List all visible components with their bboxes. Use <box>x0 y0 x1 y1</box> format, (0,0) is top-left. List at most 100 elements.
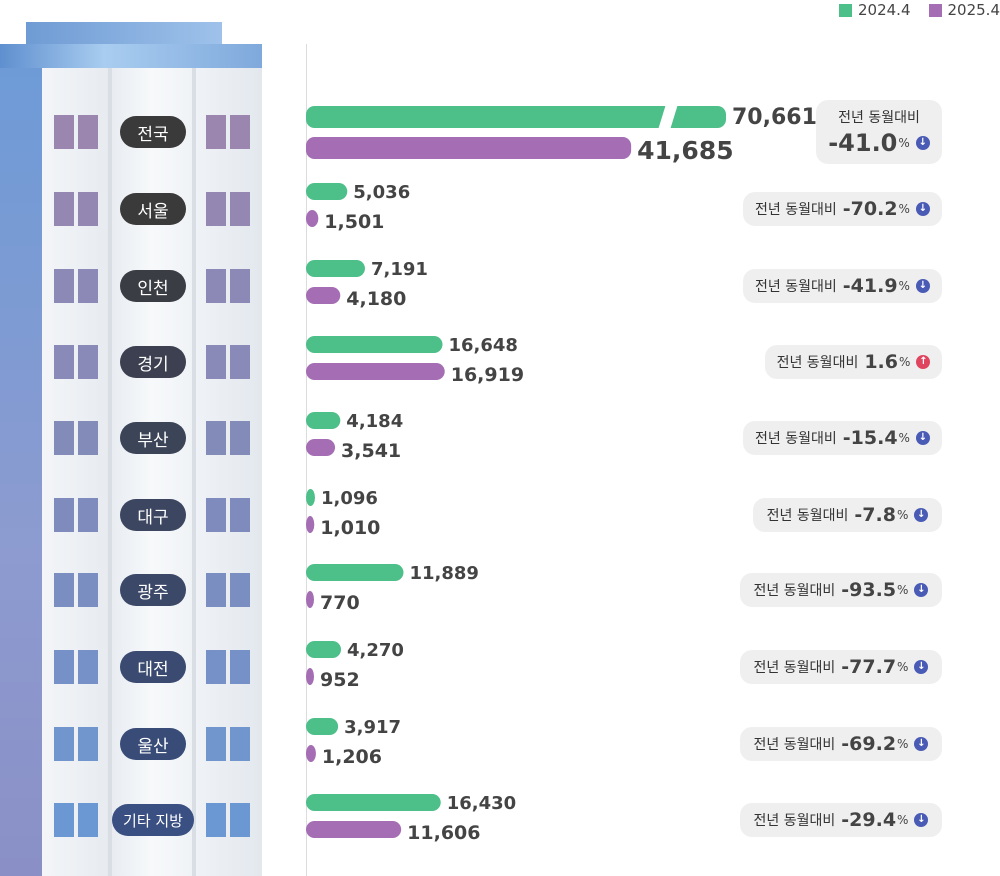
badge-value: -7.8% ↓ <box>854 504 929 526</box>
badge-label: 전년 동월대비 <box>838 110 920 126</box>
badge-percent: -69.2 <box>841 733 897 755</box>
bar-2024-7 <box>306 564 404 581</box>
window-9-4 <box>230 727 250 761</box>
window-3-1 <box>54 269 74 303</box>
window-8-3 <box>206 650 226 684</box>
window-9-3 <box>206 727 226 761</box>
window-2-1 <box>54 192 74 226</box>
window-4-1 <box>54 345 74 379</box>
badge-value: -41.9% ↓ <box>843 275 930 297</box>
badge-unit: % <box>898 279 910 293</box>
arrow-down-icon: ↓ <box>914 583 929 597</box>
bar-2025-value-9: 1,206 <box>322 746 382 768</box>
arrow-down-icon: ↓ <box>914 660 929 674</box>
badge-label: 전년 동월대비 <box>776 355 859 371</box>
bar-2025-10 <box>306 821 402 838</box>
bar-2024-rect-4 <box>306 336 443 353</box>
bar-2025-9 <box>306 745 316 762</box>
badge-unit: % <box>897 737 909 751</box>
window-3-3 <box>206 269 226 303</box>
badge-label: 전년 동월대비 <box>755 279 837 295</box>
badge-label: 전년 동월대비 <box>753 583 836 599</box>
bar-2024-value-2: 5,036 <box>353 182 410 203</box>
region-label-6: 대구 <box>120 499 186 531</box>
bar-2024-value-9: 3,917 <box>344 717 401 738</box>
window-9-1 <box>54 727 74 761</box>
bar-2025-value-10: 11,606 <box>407 822 480 844</box>
badge-unit: % <box>899 355 911 369</box>
bar-2024-rect-10 <box>306 794 441 811</box>
window-5-2 <box>78 421 98 455</box>
badge-label: 전년 동월대비 <box>755 431 837 447</box>
bar-2024-9 <box>306 718 339 735</box>
window-8-2 <box>78 650 98 684</box>
arrow-down-icon: ↓ <box>914 737 929 751</box>
legend-item-2024: 2024.4 <box>839 1 911 19</box>
window-7-3 <box>206 573 226 607</box>
window-10-1 <box>54 803 74 837</box>
window-3-2 <box>78 269 98 303</box>
change-badge-2: 전년 동월대비 -70.2% ↓ <box>743 192 942 226</box>
bar-2024-rect-3 <box>306 260 365 277</box>
legend: 2024.4 2025.4 <box>839 0 1000 20</box>
window-6-3 <box>206 498 226 532</box>
badge-value: -70.2% ↓ <box>843 198 930 220</box>
badge-percent: 1.6 <box>864 351 898 373</box>
window-6-4 <box>230 498 250 532</box>
chart-axis-line <box>306 44 307 876</box>
bar-2024-6 <box>306 489 315 506</box>
badge-unit: % <box>897 813 909 827</box>
badge-percent: -15.4 <box>842 427 898 449</box>
badge-label: 전년 동월대비 <box>753 813 836 829</box>
legend-item-2025: 2025.4 <box>928 1 1000 19</box>
building-roof-front <box>0 44 262 68</box>
bar-2024-rect-5 <box>306 412 341 429</box>
window-5-3 <box>206 421 226 455</box>
region-label-1: 전국 <box>120 116 186 148</box>
badge-value: -77.7% ↓ <box>841 656 929 678</box>
bar-2024-value-5: 4,184 <box>346 411 403 432</box>
bar-2025-4 <box>306 363 445 380</box>
bar-2024-5 <box>306 412 341 429</box>
window-4-4 <box>230 345 250 379</box>
window-6-1 <box>54 498 74 532</box>
bar-2025-2 <box>306 210 319 227</box>
window-1-2 <box>78 115 98 149</box>
axis-break-mark <box>658 104 678 130</box>
bar-2025-value-4: 16,919 <box>451 364 524 386</box>
bar-2024-4 <box>306 336 443 353</box>
region-label-10: 기타 지방 <box>112 804 194 836</box>
change-badge-10: 전년 동월대비 -29.4% ↓ <box>740 803 942 837</box>
window-3-4 <box>230 269 250 303</box>
badge-value: -41.0% ↓ <box>828 129 930 157</box>
arrow-up-icon: ↑ <box>916 355 931 369</box>
change-badge-7: 전년 동월대비 -93.5% ↓ <box>740 573 942 607</box>
bar-2025-5 <box>306 439 336 456</box>
legend-label-2025: 2025.4 <box>947 1 1000 19</box>
arrow-down-icon: ↓ <box>915 431 930 445</box>
bar-2025-value-2: 1,501 <box>324 211 384 233</box>
bar-2024-rect-9 <box>306 718 339 735</box>
bar-2024-value-7: 11,889 <box>409 563 478 584</box>
region-label-2: 서울 <box>120 193 186 225</box>
badge-percent: -7.8 <box>854 504 896 526</box>
bar-2025-7 <box>306 591 314 608</box>
legend-label-2024: 2024.4 <box>858 1 911 19</box>
badge-unit: % <box>896 508 909 522</box>
arrow-down-icon: ↓ <box>915 202 930 216</box>
bar-2024-1 <box>306 104 726 130</box>
bar-2024-value-6: 1,096 <box>321 488 378 509</box>
change-badge-4: 전년 동월대비 1.6% ↑ <box>765 345 942 379</box>
window-7-2 <box>78 573 98 607</box>
badge-percent: -41.0 <box>828 129 898 157</box>
change-badge-1: 전년 동월대비 -41.0% ↓ <box>816 100 942 164</box>
bar-2024-2 <box>306 183 348 200</box>
arrow-down-icon: ↓ <box>915 136 930 150</box>
window-1-1 <box>54 115 74 149</box>
bar-2025-8 <box>306 668 314 685</box>
bar-2025-3 <box>306 287 341 304</box>
window-4-2 <box>78 345 98 379</box>
badge-unit: % <box>898 136 910 150</box>
badge-value: -15.4% ↓ <box>843 427 930 449</box>
